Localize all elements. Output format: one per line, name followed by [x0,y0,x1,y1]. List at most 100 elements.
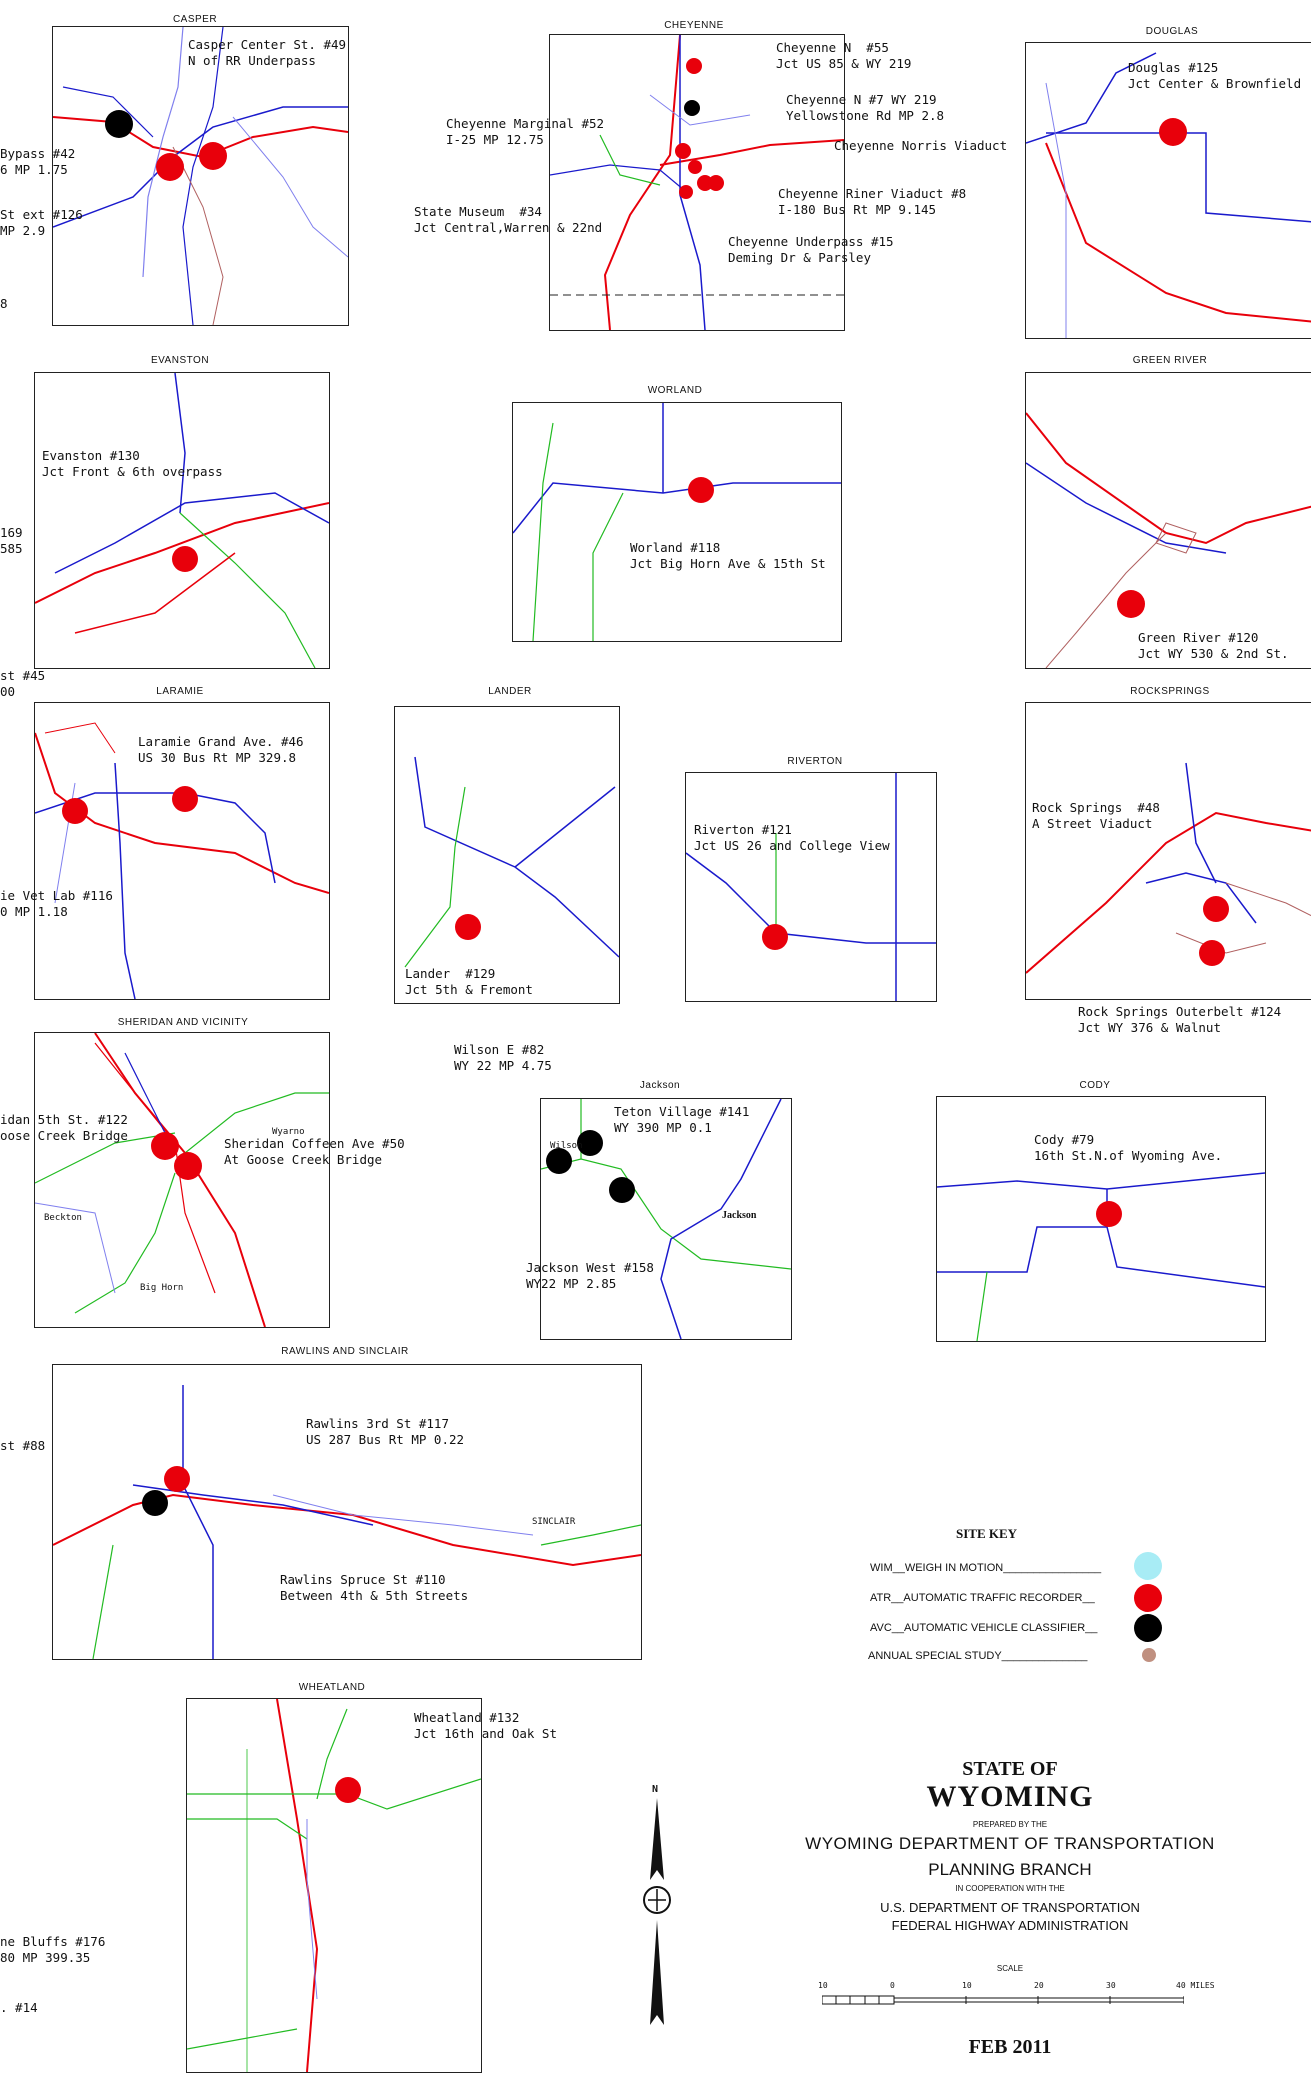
atr-site-cheyenne-riner-b [708,175,724,191]
place-label-wilson: Wilson [550,1141,583,1151]
place-label-wyarno: Wyarno [272,1127,305,1137]
title-cooperation: IN COOPERATION WITH THE [955,1884,1065,1893]
map-panel-lander [394,706,620,1004]
atr-site-sheridan-5th [151,1132,179,1160]
map-panel-green-river [1025,372,1311,669]
avc-site-wilson-e [546,1148,572,1174]
site-label-worland: Worland #118 Jct Big Horn Ave & 15th St [630,540,826,571]
site-label-evanston-edge2: st #45 00 [0,668,46,699]
atr-site-lander [455,914,481,940]
atr-site-casper-center [199,142,227,170]
atr-site-cheyenne-norris [688,160,702,174]
site-label-rocksprings-viaduct: Rock Springs #48 A Street Viaduct [1032,800,1160,831]
site-label-sheridan-5th: idan 5th St. #122 oose Creek Bridge [0,1112,128,1143]
panel-title-rawlins: RAWLINS AND SINCLAIR [281,1346,409,1357]
scale-label: SCALE [996,1964,1024,1973]
site-label-evanston: Evanston #130 Jct Front & 6th overpass [42,448,223,479]
map-panel-rawlins [52,1364,642,1660]
place-label-jackson: Jackson [722,1210,757,1221]
site-key-atr: ATR__AUTOMATIC TRAFFIC RECORDER__ [870,1592,1095,1604]
title-fhwa: FEDERAL HIGHWAY ADMINISTRATION [891,1918,1129,1933]
atr-site-riverton [762,924,788,950]
site-label-lander: Lander #129 Jct 5th & Fremont [405,966,533,997]
site-label-casper-edge: 8 [0,296,8,311]
panel-title-evanston: EVANSTON [150,355,210,366]
map-panel-douglas [1025,42,1311,339]
panel-title-green-river: GREEN RIVER [1132,355,1208,366]
title-dept: WYOMING DEPARTMENT OF TRANSPORTATION [805,1834,1215,1853]
atr-site-douglas [1159,118,1187,146]
atr-site-sheridan-coffeen [174,1152,202,1180]
title-prepared-by: PREPARED BY THE [972,1820,1048,1829]
atr-site-cheyenne-n [686,58,702,74]
site-label-sheridan-coffeen: Sheridan Coffeen Ave #50 At Goose Creek … [224,1136,405,1167]
place-label-beckton: Beckton [44,1213,82,1223]
atr-site-rocksprings-viaduct [1203,896,1229,922]
site-key-avc: AVC__AUTOMATIC VEHICLE CLASSIFIER__ [870,1622,1098,1634]
site-label-casper-center: Casper Center St. #49 N of RR Underpass [188,37,347,68]
site-label-wilson-e: Wilson E #82 WY 22 MP 4.75 [454,1042,552,1073]
scale-tick-5: 40 MILES [1176,1981,1215,1990]
scale-tick-4: 30 [1106,1981,1116,1990]
scale-tick-2: 10 [962,1981,972,1990]
site-label-rawlins-spruce: Rawlins Spruce St #110 Between 4th & 5th… [280,1572,469,1603]
avc-site-cheyenne-n7 [684,100,700,116]
atr-site-rocksprings-outerbelt [1199,940,1225,966]
panel-title-jackson: Jackson [639,1080,681,1091]
legend-atr-dot [1134,1584,1162,1612]
site-label-laramie-grand: Laramie Grand Ave. #46 US 30 Bus Rt MP 3… [138,734,304,765]
panel-title-sheridan: SHERIDAN AND VICINITY [117,1017,249,1028]
map-panel-laramie [34,702,330,1000]
panel-title-lander: LANDER [488,686,532,697]
title-state-of: STATE OF [962,1758,1058,1780]
map-panel-rocksprings [1025,702,1311,1000]
site-key-title: SITE KEY [956,1526,1018,1541]
site-label-cheyenne-bluffs: ne Bluffs #176 80 MP 399.35 [0,1934,106,1965]
atr-site-cody [1096,1201,1122,1227]
avc-site-teton-village [577,1130,603,1156]
title-date: FEB 2011 [968,2036,1052,2058]
panel-title-laramie: LARAMIE [156,686,204,697]
site-label-evanston-edge: 169 585 [0,525,23,556]
site-label-cheyenne-marginal: Cheyenne Marginal #52 I-25 MP 12.75 [446,116,605,147]
site-label-riverton: Riverton #121 Jct US 26 and College View [694,822,890,853]
atr-site-worland [688,477,714,503]
place-label-big-horn: Big Horn [140,1283,184,1293]
north-arrow-icon [642,1790,672,2030]
site-label-cheyenne-riner: Cheyenne Riner Viaduct #8 I-180 Bus Rt M… [778,186,967,217]
panel-title-casper: CASPER [172,14,218,25]
legend-special-dot [1142,1648,1156,1662]
legend-wim-dot [1134,1552,1162,1580]
scale-bar [821,1990,1185,2005]
atr-site-cheyenne-marginal [675,143,691,159]
site-label-edge-14: . #14 [0,2000,38,2015]
site-label-rocksprings-outerbelt: Rock Springs Outerbelt #124 Jct WY 376 &… [1078,1004,1282,1035]
place-label-sinclair: SINCLAIR [532,1517,576,1527]
avc-site-casper-bypass [105,110,133,138]
avc-site-jackson-west [609,1177,635,1203]
atr-site-cheyenne-museum [679,185,693,199]
site-label-rawlins-3rd: Rawlins 3rd St #117 US 287 Bus Rt MP 0.2… [306,1416,465,1447]
panel-title-cody: CODY [1079,1080,1111,1091]
panel-title-cheyenne: CHEYENNE [664,20,724,31]
panel-title-rocksprings: ROCKSPRINGS [1130,686,1210,697]
site-label-cody: Cody #79 16th St.N.of Wyoming Ave. [1034,1132,1223,1163]
atr-site-evanston [172,546,198,572]
panel-title-riverton: RIVERTON [787,756,843,767]
map-panel-evanston [34,372,330,669]
site-label-wheatland: Wheatland #132 Jct 16th and Oak St [414,1710,557,1741]
panel-title-douglas: DOUGLAS [1145,26,1199,37]
scale-tick-1: 0 [890,1981,895,1990]
site-label-casper-bypass: Bypass #42 6 MP 1.75 [0,146,76,177]
atr-site-wheatland [335,1777,361,1803]
site-key-wim: WIM__WEIGH IN MOTION________________ [870,1562,1102,1574]
site-label-rawlins-edge: st #88 [0,1438,46,1453]
map-panel-casper [52,26,349,326]
site-label-jackson-west: Jackson West #158 WY22 MP 2.85 [526,1260,654,1291]
scale-tick-3: 20 [1034,1981,1044,1990]
map-panel-riverton [685,772,937,1002]
map-panel-sheridan [34,1032,330,1328]
site-label-casper-ext: St ext #126 MP 2.9 [0,207,83,238]
site-label-teton-village: Teton Village #141 WY 390 MP 0.1 [614,1104,750,1135]
panel-title-worland: WORLAND [647,385,703,396]
